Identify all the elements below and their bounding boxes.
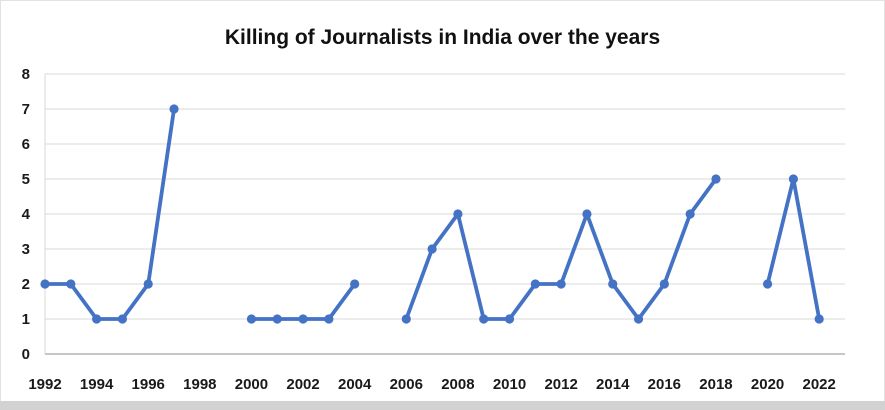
x-axis-tick-label: 1994 <box>80 376 114 393</box>
chart-title: Killing of Journalists in India over the… <box>224 26 661 49</box>
data-point <box>788 174 798 184</box>
data-point <box>504 314 515 324</box>
data-point <box>762 279 773 289</box>
x-axis-tick-label: 2016 <box>648 376 681 393</box>
data-point <box>711 174 721 184</box>
data-point <box>246 314 257 324</box>
data-point <box>143 279 153 289</box>
y-axis-tick-label: 6 <box>22 136 30 153</box>
x-axis-tick-label: 2014 <box>596 376 630 393</box>
data-point <box>685 209 695 219</box>
data-point <box>453 209 463 219</box>
x-axis-tick-label: 2018 <box>699 376 732 393</box>
x-axis-tick-label: 1996 <box>132 376 165 393</box>
y-axis-tick-label: 7 <box>22 101 30 118</box>
data-point <box>530 279 540 289</box>
data-point <box>427 244 437 254</box>
x-axis-tick-label: 2020 <box>751 376 784 393</box>
y-axis-tick-label: 2 <box>22 276 30 293</box>
line-series-segment <box>249 282 357 321</box>
data-point <box>117 314 128 324</box>
x-axis-tick-label: 1998 <box>183 376 216 393</box>
y-axis-tick-label: 5 <box>22 171 30 188</box>
x-axis-tick-label: 2006 <box>390 376 423 393</box>
data-point <box>324 314 334 324</box>
data-point <box>272 314 282 324</box>
data-point <box>298 314 308 324</box>
x-axis-tick-label: 1992 <box>28 376 61 393</box>
data-point <box>659 279 669 289</box>
x-axis-tick-label: 2022 <box>803 376 836 393</box>
x-axis-tick-label: 2004 <box>338 376 372 393</box>
data-point <box>814 314 824 324</box>
data-point <box>556 279 566 289</box>
x-axis-tick-label: 2010 <box>493 376 526 393</box>
x-axis-tick-label: 2012 <box>544 376 577 393</box>
data-point <box>169 104 179 114</box>
data-point <box>479 314 489 324</box>
x-axis-tick-label: 2000 <box>235 376 268 393</box>
y-axis-tick-label: 1 <box>22 311 30 328</box>
data-point <box>608 279 618 289</box>
data-point <box>633 314 644 324</box>
y-axis-tick-label: 0 <box>22 346 30 363</box>
data-point <box>582 209 592 219</box>
data-point <box>40 279 50 289</box>
data-point <box>92 314 102 324</box>
x-axis-tick-label: 2002 <box>286 376 319 393</box>
data-point <box>401 314 411 324</box>
y-axis-tick-label: 4 <box>22 206 31 223</box>
data-point <box>350 279 360 289</box>
y-axis-tick-label: 8 <box>22 66 30 83</box>
y-axis-tick-label: 3 <box>22 241 30 258</box>
data-point <box>66 279 76 289</box>
x-axis-tick-label: 2008 <box>441 376 474 393</box>
bottom-strip <box>0 401 885 410</box>
